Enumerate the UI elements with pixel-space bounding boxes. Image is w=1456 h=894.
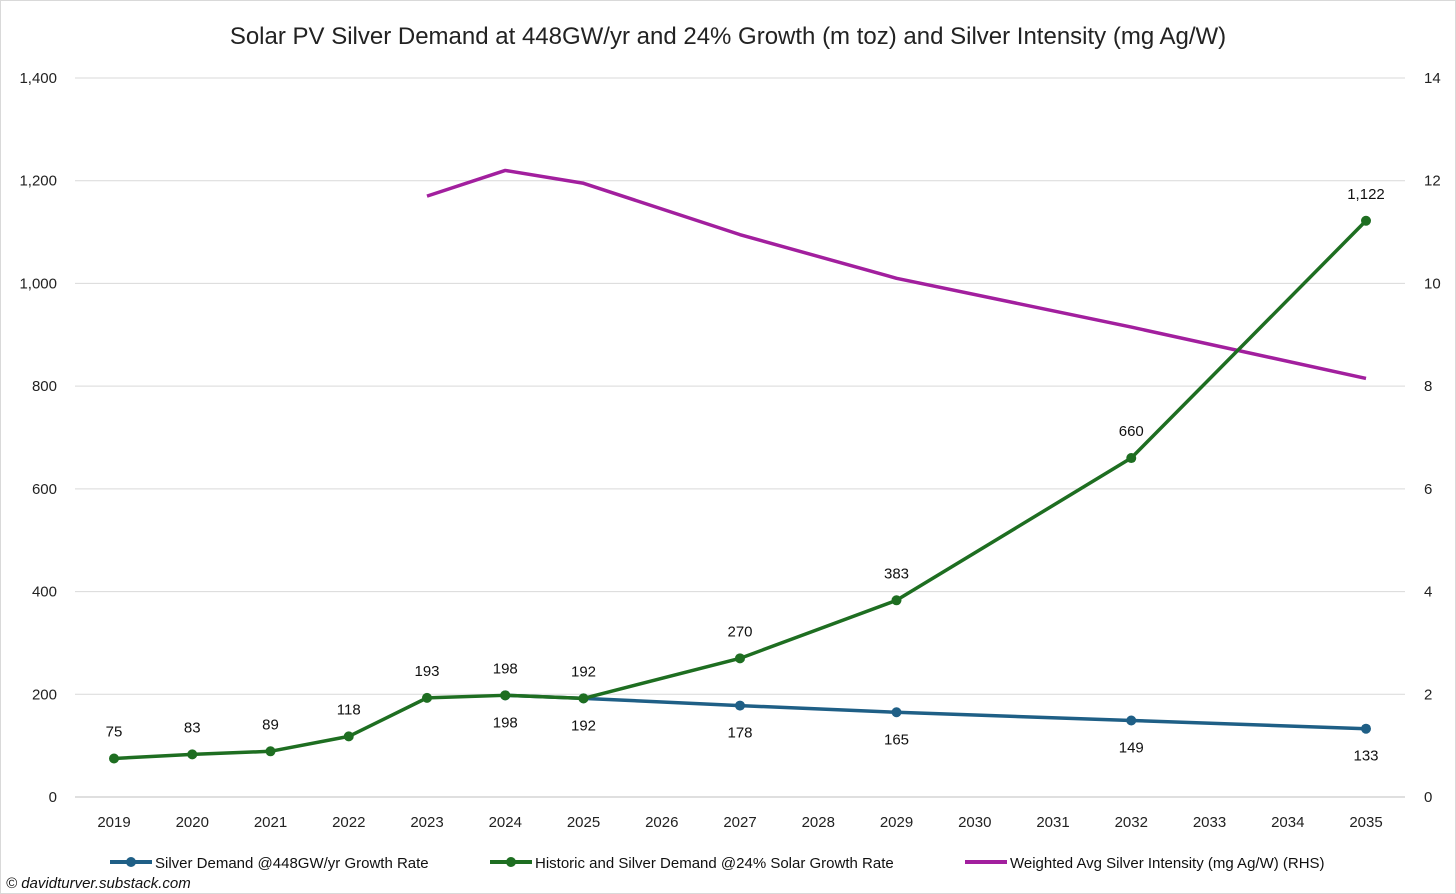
x-tick-label: 2024	[489, 814, 522, 831]
y-right-tick-label: 6	[1424, 481, 1432, 498]
data-point	[891, 595, 902, 606]
y-left-tick-label: 1,000	[19, 275, 57, 292]
data-label: 660	[1119, 423, 1144, 440]
x-tick-label: 2032	[1115, 814, 1148, 831]
data-point	[735, 653, 745, 664]
data-label: 149	[1119, 739, 1144, 756]
x-tick-label: 2029	[880, 814, 913, 831]
x-tick-label: 2023	[410, 814, 443, 831]
y-left-tick-label: 400	[32, 584, 57, 601]
y-right-tick-label: 4	[1424, 584, 1432, 601]
x-tick-label: 2027	[723, 814, 756, 831]
data-label: 1,122	[1347, 186, 1385, 203]
data-label: 165	[884, 731, 909, 748]
data-point	[1361, 723, 1371, 734]
x-tick-label: 2030	[958, 814, 991, 831]
data-label: 75	[106, 723, 123, 740]
data-point	[187, 749, 198, 760]
x-tick-label: 2035	[1349, 814, 1382, 831]
data-label: 193	[414, 663, 439, 680]
series-line-1	[113, 219, 1368, 761]
x-tick-label: 2022	[332, 814, 365, 831]
legend-item: Weighted Avg Silver Intensity (mg Ag/W) …	[965, 855, 1325, 872]
data-label: 192	[571, 663, 596, 680]
data-point	[109, 753, 119, 764]
data-point	[422, 692, 432, 703]
y-right-tick-label: 0	[1424, 789, 1432, 806]
data-point	[500, 690, 511, 701]
y-left-tick-label: 200	[32, 686, 57, 703]
y-right-tick-label: 12	[1424, 173, 1441, 190]
y-left-tick-label: 1,400	[19, 70, 57, 87]
x-tick-label: 2020	[176, 814, 209, 831]
data-label: 198	[493, 660, 518, 677]
data-label: 270	[727, 623, 752, 640]
y-right-tick-label: 2	[1424, 686, 1432, 703]
legend-label: Weighted Avg Silver Intensity (mg Ag/W) …	[1010, 855, 1325, 872]
data-point	[1126, 715, 1137, 726]
x-tick-label: 2028	[802, 814, 835, 831]
y-left-tick-label: 0	[49, 789, 57, 806]
x-tick-label: 2021	[254, 814, 287, 831]
data-label: 383	[884, 565, 909, 582]
data-label: 178	[727, 725, 752, 742]
x-tick-label: 2033	[1193, 814, 1226, 831]
data-label: 83	[184, 719, 201, 736]
x-tick-label: 2026	[645, 814, 678, 831]
y-right-tick-label: 14	[1424, 70, 1441, 87]
x-tick-label: 2034	[1271, 814, 1304, 831]
data-point	[265, 746, 276, 757]
data-label: 89	[262, 716, 279, 733]
legend-item: Silver Demand @448GW/yr Growth Rate	[110, 855, 429, 872]
data-label: 198	[493, 714, 518, 731]
y-left-tick-label: 800	[32, 378, 57, 395]
series-line-2	[426, 168, 1367, 381]
data-point	[1361, 215, 1371, 226]
x-tick-label: 2031	[1036, 814, 1069, 831]
data-point	[735, 700, 745, 711]
data-point	[1126, 453, 1137, 464]
legend-marker	[506, 857, 516, 867]
data-point	[578, 693, 589, 704]
legend-item: Historic and Silver Demand @24% Solar Gr…	[490, 855, 894, 872]
data-label: 118	[337, 701, 361, 718]
legend-marker	[126, 857, 136, 867]
data-label: 133	[1353, 748, 1378, 765]
series-line-0	[505, 693, 1367, 731]
legend-label: Historic and Silver Demand @24% Solar Gr…	[535, 855, 894, 872]
y-right-tick-label: 8	[1424, 378, 1432, 395]
y-left-tick-label: 1,200	[19, 173, 57, 190]
y-right-tick-label: 10	[1424, 275, 1441, 292]
x-tick-label: 2025	[567, 814, 600, 831]
legend-label: Silver Demand @448GW/yr Growth Rate	[155, 855, 429, 872]
data-point	[343, 731, 354, 742]
y-left-tick-label: 600	[32, 481, 57, 498]
x-tick-label: 2019	[97, 814, 130, 831]
data-point	[891, 707, 902, 718]
credit-text: © davidturver.substack.com	[6, 875, 191, 892]
chart-title: Solar PV Silver Demand at 448GW/yr and 2…	[230, 23, 1226, 50]
data-label: 192	[571, 717, 596, 734]
